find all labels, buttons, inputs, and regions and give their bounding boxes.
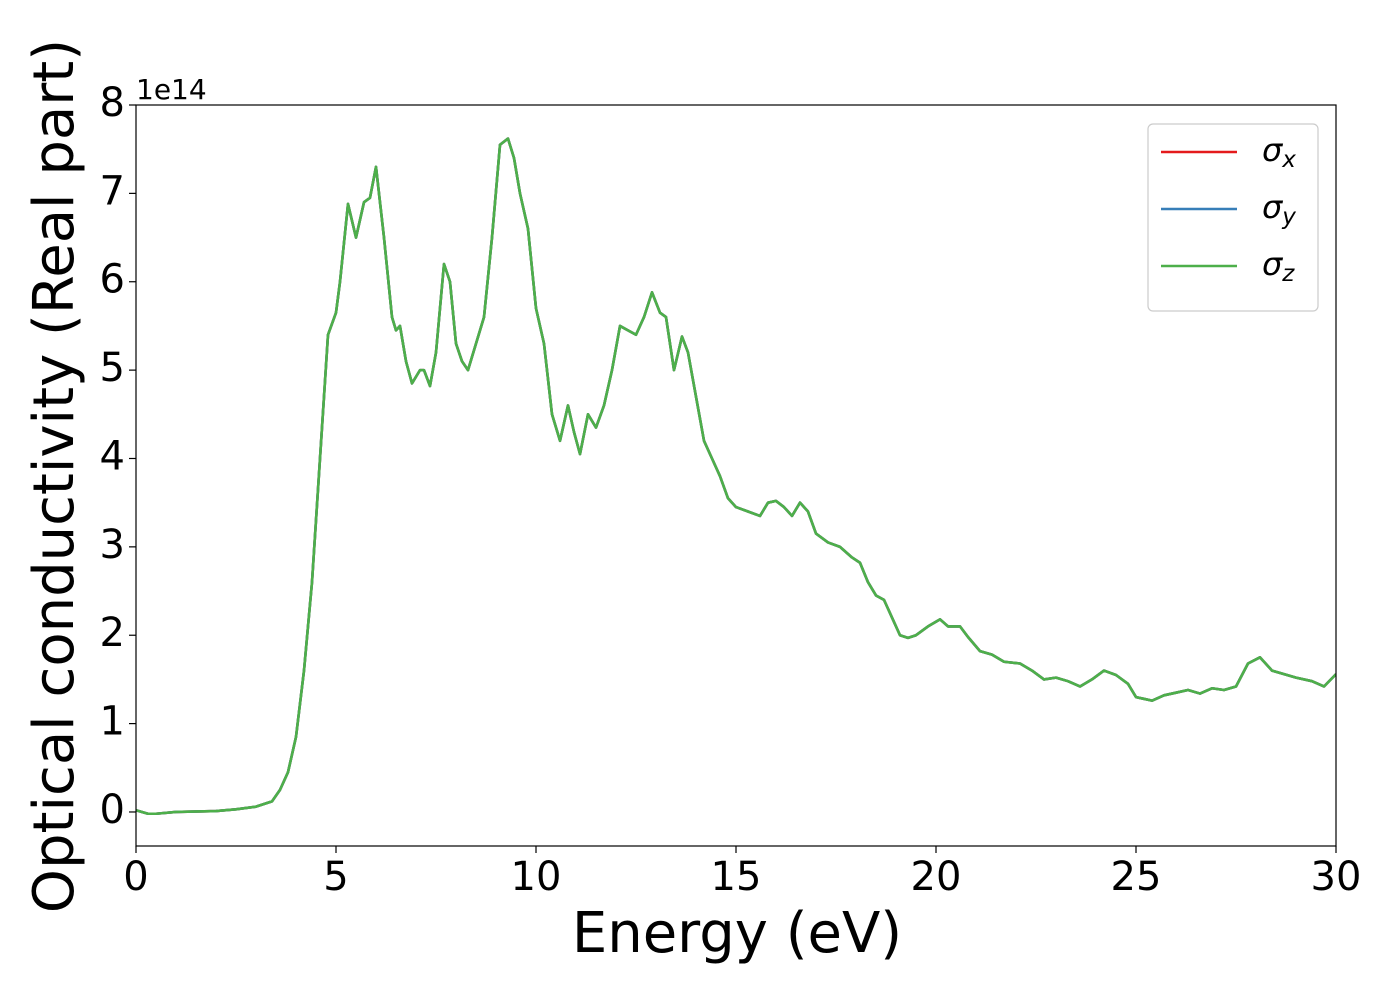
- plot-frame: [135, 104, 1337, 847]
- y-tick-label: 0: [100, 787, 125, 833]
- x-axis-label: Energy (eV): [572, 901, 902, 966]
- y-tick-label: 6: [100, 257, 125, 303]
- x-tick-label: 15: [711, 854, 762, 900]
- y-tick-label: 5: [100, 345, 125, 391]
- y-tick-label: 7: [100, 168, 125, 214]
- legend-symbol: σ: [1262, 245, 1284, 283]
- legend-subscript: z: [1281, 261, 1295, 287]
- x-tick-label: 5: [323, 854, 348, 900]
- legend-label: σy: [1262, 188, 1296, 230]
- y-offset-label: 1e14: [136, 73, 207, 106]
- x-tick-label: 10: [511, 854, 562, 900]
- legend-subscript: x: [1281, 147, 1296, 173]
- y-axis-label: Optical conductivity (Real part): [22, 39, 87, 913]
- y-tick-label: 1: [100, 699, 125, 745]
- legend-label: σx: [1262, 131, 1296, 173]
- x-tick-label: 20: [911, 854, 962, 900]
- y-tick-label: 4: [100, 433, 125, 479]
- y-tick-label: 2: [100, 610, 125, 656]
- legend-symbol: σ: [1262, 131, 1284, 169]
- y-tick-label: 3: [100, 522, 125, 568]
- legend-symbol: σ: [1262, 188, 1284, 226]
- y-tick-label: 8: [100, 80, 125, 126]
- data-line: [136, 137, 1336, 816]
- x-tick-label: 0: [123, 854, 148, 900]
- legend-subscript: y: [1281, 204, 1296, 230]
- x-tick-label: 30: [1311, 854, 1362, 900]
- x-tick-label: 25: [1111, 854, 1162, 900]
- legend-label: σz: [1262, 245, 1295, 287]
- legend-box: [1147, 123, 1319, 312]
